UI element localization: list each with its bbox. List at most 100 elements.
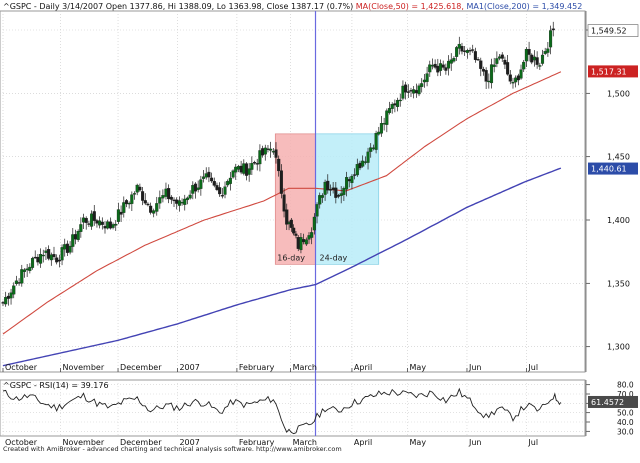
candle-body bbox=[14, 280, 18, 284]
candle-body bbox=[522, 61, 526, 70]
candle-body bbox=[452, 57, 456, 62]
candle-body bbox=[84, 217, 88, 223]
candle-body bbox=[141, 191, 145, 201]
rsi-line bbox=[2, 387, 562, 435]
candle-body bbox=[180, 201, 184, 204]
candle-body bbox=[473, 51, 477, 60]
candle-body bbox=[519, 69, 523, 79]
x-tick-label: May bbox=[410, 363, 427, 372]
candle-body bbox=[149, 205, 153, 213]
candle-body bbox=[169, 196, 173, 200]
candle-body bbox=[492, 64, 496, 67]
candle-body bbox=[430, 64, 435, 67]
zone-16-day bbox=[274, 133, 316, 265]
candle-body bbox=[25, 268, 29, 271]
candle-body bbox=[215, 185, 219, 190]
candle-body bbox=[382, 123, 386, 125]
candle-body bbox=[60, 247, 64, 261]
candle-body bbox=[87, 223, 91, 225]
moving-averages bbox=[2, 71, 562, 367]
candle-body bbox=[530, 54, 534, 63]
chart-title: ^GSPC - Daily 3/14/2007 Open 1377.86, Hi… bbox=[3, 2, 582, 11]
candle-body bbox=[266, 148, 270, 150]
candle-body bbox=[326, 180, 330, 191]
candle-body bbox=[331, 187, 335, 190]
candle-body bbox=[449, 59, 453, 64]
candle-body bbox=[371, 147, 375, 149]
candle-body bbox=[63, 244, 67, 250]
candle-body bbox=[130, 194, 134, 204]
x-tick-label: February bbox=[239, 363, 275, 372]
rsi-tick-label: 30.0 bbox=[617, 427, 634, 436]
candle-body bbox=[28, 266, 32, 271]
candle-body bbox=[6, 295, 10, 299]
price-tick-label: 1,350 bbox=[607, 279, 630, 288]
candle-body bbox=[353, 174, 357, 176]
candle-body bbox=[495, 58, 499, 64]
candle-body bbox=[239, 165, 243, 173]
candle-body bbox=[57, 259, 61, 262]
candle-body bbox=[279, 170, 283, 194]
candle-body bbox=[385, 110, 389, 125]
candle-body bbox=[231, 170, 235, 178]
candle-body bbox=[196, 187, 200, 190]
candle-body bbox=[292, 227, 296, 234]
candle-body bbox=[299, 237, 303, 251]
candle-body bbox=[390, 104, 394, 109]
candle-body bbox=[158, 197, 162, 204]
candle-body bbox=[538, 65, 542, 67]
ma200-value-badge: 1,440.61 bbox=[591, 165, 627, 174]
rsi-tick-label: 50.0 bbox=[617, 409, 634, 418]
rsi-x-tick-label: 2007 bbox=[179, 438, 199, 447]
candle-body bbox=[52, 254, 56, 258]
candle-body bbox=[79, 224, 83, 232]
gridlines bbox=[0, 11, 585, 436]
candle-body bbox=[183, 198, 187, 205]
candle-body bbox=[98, 220, 102, 226]
candle-body bbox=[138, 186, 142, 191]
rsi-x-tick-label: February bbox=[239, 438, 275, 447]
candle-body bbox=[302, 239, 306, 243]
rsi-x-tick-label: October bbox=[5, 438, 38, 447]
candle-body bbox=[212, 181, 216, 186]
rsi-value-box bbox=[588, 395, 638, 408]
candle-body bbox=[323, 181, 327, 195]
candle-body bbox=[175, 199, 179, 204]
candle-body bbox=[263, 147, 267, 155]
candle-body bbox=[201, 176, 206, 179]
candle-body bbox=[511, 82, 515, 84]
x-tick-label: March bbox=[293, 363, 317, 372]
candle-body bbox=[111, 224, 115, 228]
candle-body bbox=[484, 70, 488, 82]
candle-body bbox=[296, 237, 300, 249]
candle-body bbox=[242, 163, 246, 174]
candle-body bbox=[191, 185, 195, 194]
candle-body bbox=[457, 43, 461, 49]
price-tick-label: 1,300 bbox=[607, 343, 630, 352]
ma50-line bbox=[2, 71, 562, 335]
candle-body bbox=[379, 123, 384, 134]
zone-24-day-label: 24-day bbox=[320, 253, 348, 262]
candle-body bbox=[387, 108, 392, 113]
candle-body bbox=[228, 177, 232, 184]
candle-body bbox=[282, 194, 286, 212]
candle-body bbox=[420, 83, 424, 87]
candle-body bbox=[252, 161, 257, 164]
ma50-label: MA(Close,50) = 1,425.618, bbox=[356, 2, 467, 11]
candle-body bbox=[172, 199, 176, 202]
candle-body bbox=[204, 173, 208, 178]
candle-body bbox=[132, 193, 137, 195]
candle-body bbox=[274, 149, 278, 158]
candle-body bbox=[524, 48, 528, 62]
ma200-line bbox=[2, 167, 562, 367]
rsi-tick-label: 80.0 bbox=[617, 381, 634, 390]
rsi-panel bbox=[0, 379, 586, 437]
x-tick-label: Jul bbox=[527, 363, 538, 372]
candle-body bbox=[358, 162, 362, 169]
candle-body bbox=[535, 57, 539, 65]
candle-body bbox=[71, 234, 75, 247]
candle-body bbox=[33, 256, 37, 259]
candle-body bbox=[269, 148, 273, 151]
candle-body bbox=[135, 184, 139, 193]
candle-body bbox=[514, 77, 518, 83]
